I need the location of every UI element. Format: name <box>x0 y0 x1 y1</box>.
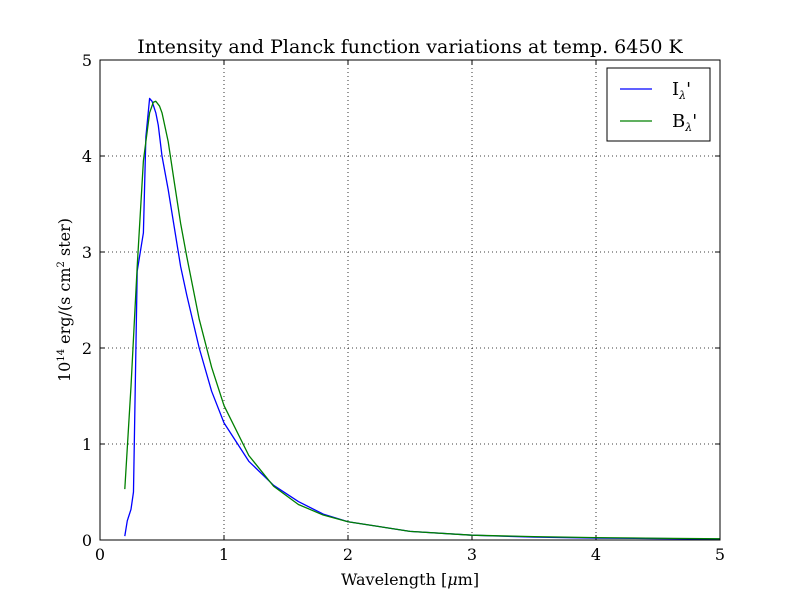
legend-label-intensity: Iλ' <box>672 79 691 102</box>
x-tick-label: 2 <box>343 545 353 564</box>
x-axis-label-mu: μ <box>447 570 457 589</box>
x-axis-label-post: m] <box>458 570 479 589</box>
plot-frame <box>99 59 721 541</box>
legend-box <box>606 67 711 142</box>
y-axis-label-exp: 14 <box>56 349 67 362</box>
y-tick-label: 4 <box>82 147 92 166</box>
legend: Iλ' Bλ' <box>606 67 711 142</box>
x-tick-label: 1 <box>219 545 229 564</box>
y-tick-label: 5 <box>82 51 92 70</box>
x-tick-label: 3 <box>467 545 477 564</box>
planck-line <box>124 100 721 540</box>
legend-label-planck-sub: λ <box>684 121 692 134</box>
legend-label-intensity-tail: ' <box>686 79 691 100</box>
series-group <box>124 97 721 540</box>
y-axis-label-base: 10 <box>55 362 74 382</box>
x-axis-label-pre: Wavelength [ <box>341 570 447 589</box>
y-axis-label-mid: erg/(s cm <box>55 267 74 349</box>
legend-label-planck-base: B <box>672 111 685 132</box>
legend-label-intensity-sub: λ <box>678 89 686 102</box>
y-tick-label: 1 <box>82 435 92 454</box>
x-tick-label: 0 <box>95 545 105 564</box>
y-tick-label: 2 <box>82 339 92 358</box>
x-tick-label: 4 <box>591 545 601 564</box>
x-tick-label: 5 <box>715 545 725 564</box>
chart-title: Intensity and Planck function variations… <box>137 36 683 58</box>
grid <box>100 60 720 540</box>
legend-label-planck: Bλ' <box>672 111 697 134</box>
tick-labels: 0 1 2 3 4 5 0 1 2 3 4 5 <box>82 51 725 564</box>
y-axis-label-exp2: 2 <box>56 261 67 267</box>
y-tick-label: 3 <box>82 243 92 262</box>
x-axis-label: Wavelength [μm] <box>341 570 479 589</box>
y-axis-label-post: ster) <box>55 218 74 261</box>
y-tick-label: 0 <box>82 531 92 550</box>
legend-label-intensity-base: I <box>672 79 679 100</box>
legend-label-planck-tail: ' <box>692 111 697 132</box>
y-axis-label: 1014 erg/(s cm2 ster) <box>55 218 74 382</box>
